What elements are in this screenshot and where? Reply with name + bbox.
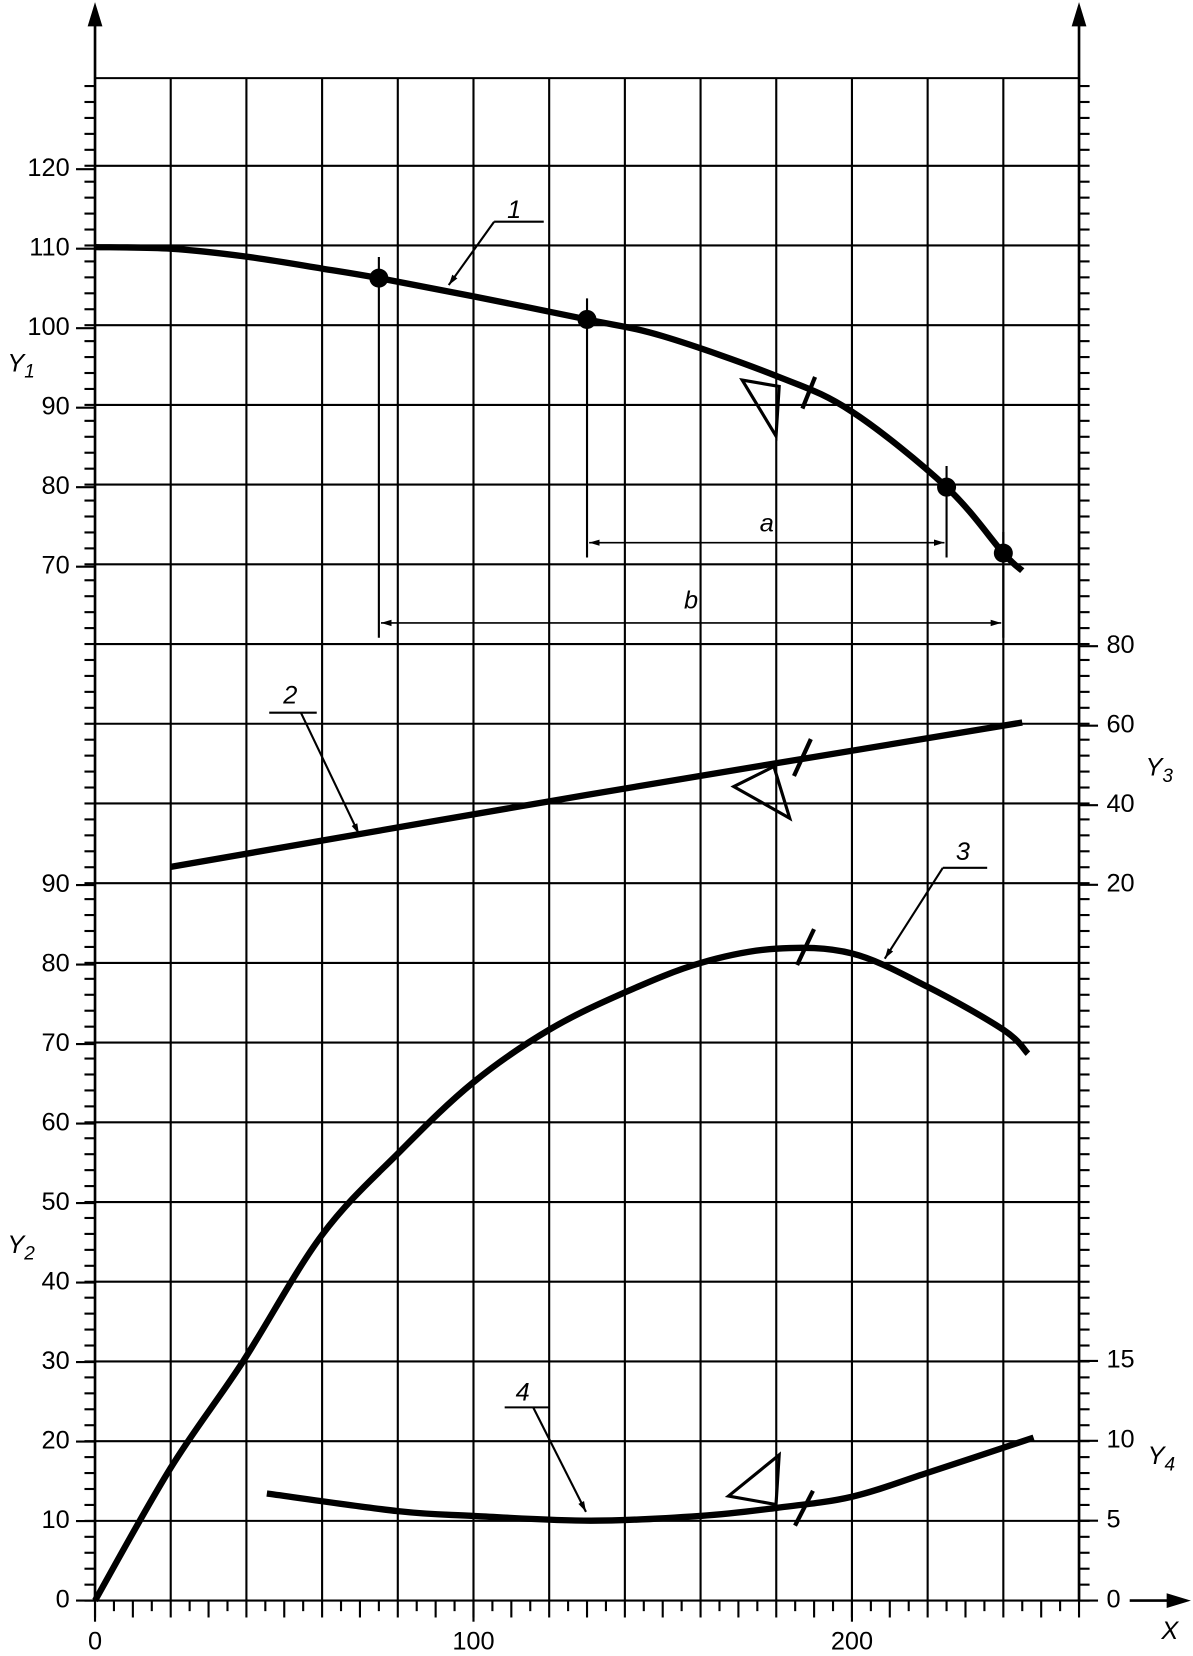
leader	[532, 1406, 587, 1513]
y-label-sub: 2	[23, 1243, 35, 1264]
x-tick-label: 0	[88, 1628, 102, 1656]
curve-label: 2	[282, 682, 297, 710]
y-tick-label: 50	[41, 1188, 69, 1216]
axis-arrow	[1071, 2, 1087, 27]
y-axis-label: Y4	[1148, 1442, 1175, 1476]
y-tick-label: 80	[41, 949, 69, 977]
y-axis-label: Y1	[7, 349, 34, 383]
y-tick-label: 60	[1106, 710, 1134, 738]
y-tick-label: 120	[27, 154, 69, 182]
curve	[170, 719, 1023, 870]
y-label-sub: 3	[1162, 766, 1173, 787]
tolerance-symbol	[739, 377, 781, 442]
y-tick-label: 80	[1106, 631, 1134, 659]
tolerance-symbol	[730, 764, 793, 822]
x-tick-label: 100	[452, 1628, 494, 1656]
y-axis-label: Y3	[1146, 753, 1174, 787]
y-label-main: Y	[1148, 1442, 1167, 1470]
y-tick-label: 0	[56, 1585, 70, 1613]
curve	[92, 944, 1031, 1603]
y-tick-label: 70	[41, 1029, 69, 1057]
y-tick-label: 70	[41, 551, 69, 579]
leader	[447, 221, 495, 286]
tolerance-symbol	[724, 1451, 781, 1507]
y-tick-label: 30	[41, 1347, 69, 1375]
y-tick-label: 5	[1106, 1505, 1120, 1533]
y-tick-label: 0	[1106, 1585, 1120, 1613]
y-tick-label: 90	[41, 392, 69, 420]
y-tick-label: 40	[41, 1267, 69, 1295]
y-label-main: Y	[1146, 753, 1165, 781]
y-tick-label: 10	[1106, 1426, 1134, 1454]
y-label-main: Y	[7, 1231, 26, 1259]
y-axis-label: Y2	[7, 1231, 35, 1265]
plot: 0 100 200 X708090100110120Y11ab20406080Y320…	[7, 2, 1191, 1656]
leader	[883, 867, 944, 960]
y-tick-label: 20	[41, 1426, 69, 1454]
x-tick-label: 200	[831, 1628, 873, 1656]
tolerance-tick	[800, 376, 818, 410]
dimension-label: b	[684, 586, 698, 614]
y-tick-label: 80	[41, 472, 69, 500]
y-tick-label: 15	[1106, 1346, 1134, 1374]
curve	[266, 1434, 1035, 1524]
y-label-main: Y	[7, 349, 26, 377]
y-tick-label: 110	[29, 233, 69, 261]
axis-arrow	[1166, 1593, 1191, 1608]
curve-label: 1	[507, 196, 521, 224]
dimension-label: a	[760, 509, 774, 537]
y-label-sub: 1	[24, 362, 35, 383]
x-axis-label: X	[1160, 1617, 1179, 1645]
y-tick-label: 100	[27, 313, 69, 341]
y-tick-label: 40	[1106, 790, 1134, 818]
y-tick-label: 60	[41, 1108, 69, 1136]
leader	[299, 712, 360, 835]
axis-arrow	[87, 2, 103, 27]
curve-label: 4	[516, 1378, 530, 1406]
y-tick-label: 10	[41, 1506, 69, 1534]
y-label-sub: 4	[1165, 1454, 1176, 1475]
y-tick-label: 20	[1106, 869, 1134, 897]
curve	[94, 243, 1025, 574]
curve-label: 3	[956, 838, 970, 866]
y-tick-label: 90	[41, 870, 69, 898]
